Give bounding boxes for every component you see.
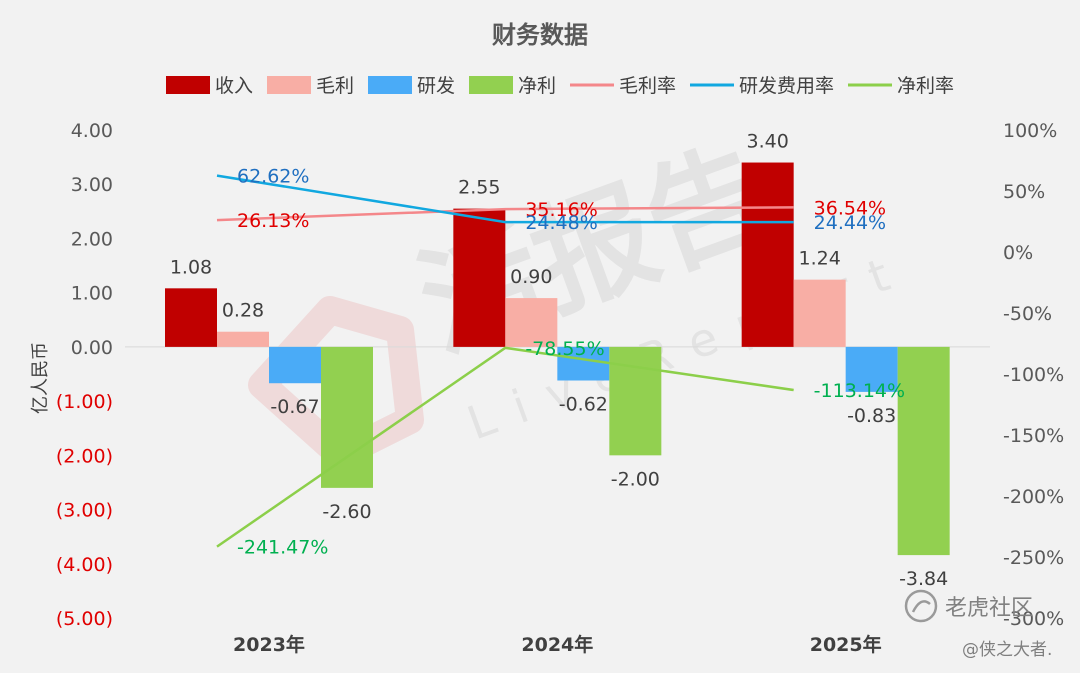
bar-研发-0 [269, 346, 321, 384]
y2-tick-label: 100% [1003, 120, 1057, 142]
line-value-label: 62.62% [237, 166, 309, 188]
line-value-label: 26.13% [237, 210, 309, 232]
legend: 收入 毛利 研发 净利 毛利率 研发费用率 净利率 [166, 75, 954, 97]
y2-tick-label: -100% [1003, 364, 1064, 386]
bar-收入-2 [741, 162, 794, 347]
bar-value-label: 1.24 [799, 248, 841, 270]
bar-value-label: 1.08 [170, 256, 212, 278]
y2-tick-label: -200% [1003, 486, 1064, 508]
bar-毛利-2 [793, 279, 846, 347]
watermark-brand-text: 老虎社区 [945, 596, 1033, 621]
bar-value-label: -0.62 [559, 394, 608, 416]
bar-收入-1 [453, 208, 506, 347]
legend-label: 研发 [417, 75, 455, 97]
line-value-label: -78.55% [525, 338, 604, 360]
legend-label: 研发费用率 [739, 75, 834, 97]
watermark-author-text: @侠之大者. [962, 640, 1052, 660]
bar-value-label: -0.67 [270, 396, 319, 418]
bar-value-label: -2.60 [322, 501, 371, 523]
y-tick-label: 1.00 [71, 283, 113, 305]
y2-tick-label: -50% [1003, 303, 1052, 325]
y2-tick-label: -300% [1003, 608, 1064, 630]
bar-毛利-0 [217, 331, 269, 347]
y-tick-label: 3.00 [71, 174, 113, 196]
legend-label: 毛利 [316, 75, 354, 97]
bar-value-label: 0.28 [222, 300, 264, 322]
legend-swatch [267, 76, 311, 94]
legend-item-0: 收入 [166, 75, 253, 97]
legend-swatch [166, 76, 210, 94]
legend-item-5: 研发费用率 [690, 75, 834, 97]
legend-item-3: 净利 [469, 75, 556, 97]
y2-tick-label: -250% [1003, 547, 1064, 569]
y2-tick-label: -150% [1003, 425, 1064, 447]
y-axis-label: 亿人民币 [30, 342, 51, 414]
x-axis: 2023年 2024年 2025年 [233, 633, 882, 656]
legend-label: 净利 [518, 75, 556, 97]
legend-label: 收入 [215, 75, 253, 97]
y2-tick-label: 50% [1003, 181, 1045, 203]
y-tick-label: (1.00) [56, 391, 113, 413]
y-axis-right: 100% 50% 0% -50% -100% -150% -200% -250% -300% [1003, 120, 1064, 630]
legend-item-2: 研发 [368, 75, 455, 97]
bar-毛利-1 [505, 298, 558, 347]
line-series-group: 26.13% 35.16% 36.54% 62.62% 24.48% 24.44% -241… [216, 166, 905, 559]
line-净利率 [216, 346, 794, 548]
legend-label: 毛利率 [619, 75, 676, 97]
legend-swatch [368, 76, 412, 94]
y2-tick-label: 0% [1003, 242, 1033, 264]
line-研发费用率 [216, 174, 794, 224]
x-tick-label: 2023年 [233, 633, 305, 656]
line-毛利率 [216, 206, 794, 222]
line-value-label: 24.44% [814, 212, 886, 234]
line-value-label: 24.48% [525, 212, 597, 234]
legend-label: 净利率 [897, 75, 954, 97]
legend-swatch [469, 76, 513, 94]
line-value-label: 36.54% [814, 197, 886, 219]
line-value-label: -241.47% [237, 537, 328, 559]
bar-value-label: 0.90 [510, 266, 552, 288]
legend-item-4: 毛利率 [570, 75, 676, 97]
y-tick-label: 4.00 [71, 120, 113, 142]
legend-item-6: 净利率 [848, 75, 954, 97]
line-value-label: -113.14% [814, 380, 905, 402]
tiger-logo-mark [911, 600, 931, 613]
bar-研发-2 [845, 346, 898, 392]
tiger-logo-icon [904, 589, 938, 623]
bar-value-label: -2.00 [611, 468, 660, 490]
bar-收入-0 [165, 288, 217, 347]
x-tick-label: 2024年 [521, 633, 593, 656]
y-axis-left: 4.00 3.00 2.00 1.00 0.00 (1.00) (2.00) (3.00) (4… [56, 120, 113, 630]
y-tick-label: (5.00) [56, 608, 113, 630]
chart-title: 财务数据 [492, 21, 588, 49]
bar-value-label: -0.83 [847, 405, 896, 427]
watermark-brand: 老虎社区 @侠之大者. [904, 589, 1052, 660]
y-tick-label: (2.00) [56, 445, 113, 467]
bar-净利-0 [321, 346, 373, 488]
y-tick-label: 2.00 [71, 228, 113, 250]
bar-净利-2 [897, 346, 950, 556]
bar-研发-1 [557, 346, 610, 381]
x-tick-label: 2025年 [810, 633, 882, 656]
y-tick-label: (4.00) [56, 554, 113, 576]
bar-series-group: 1.08 0.28 -0.67 -2.60 2.55 0.90 -0.62 -2.00 3.40… [165, 131, 950, 590]
y-tick-label: (3.00) [56, 500, 113, 522]
line-value-label: 35.16% [525, 199, 597, 221]
legend-item-1: 毛利 [267, 75, 354, 97]
y-tick-label: 0.00 [71, 337, 113, 359]
bar-value-label: -3.84 [899, 568, 948, 590]
bar-value-label: 3.40 [747, 131, 789, 153]
bar-value-label: 2.55 [458, 177, 500, 199]
